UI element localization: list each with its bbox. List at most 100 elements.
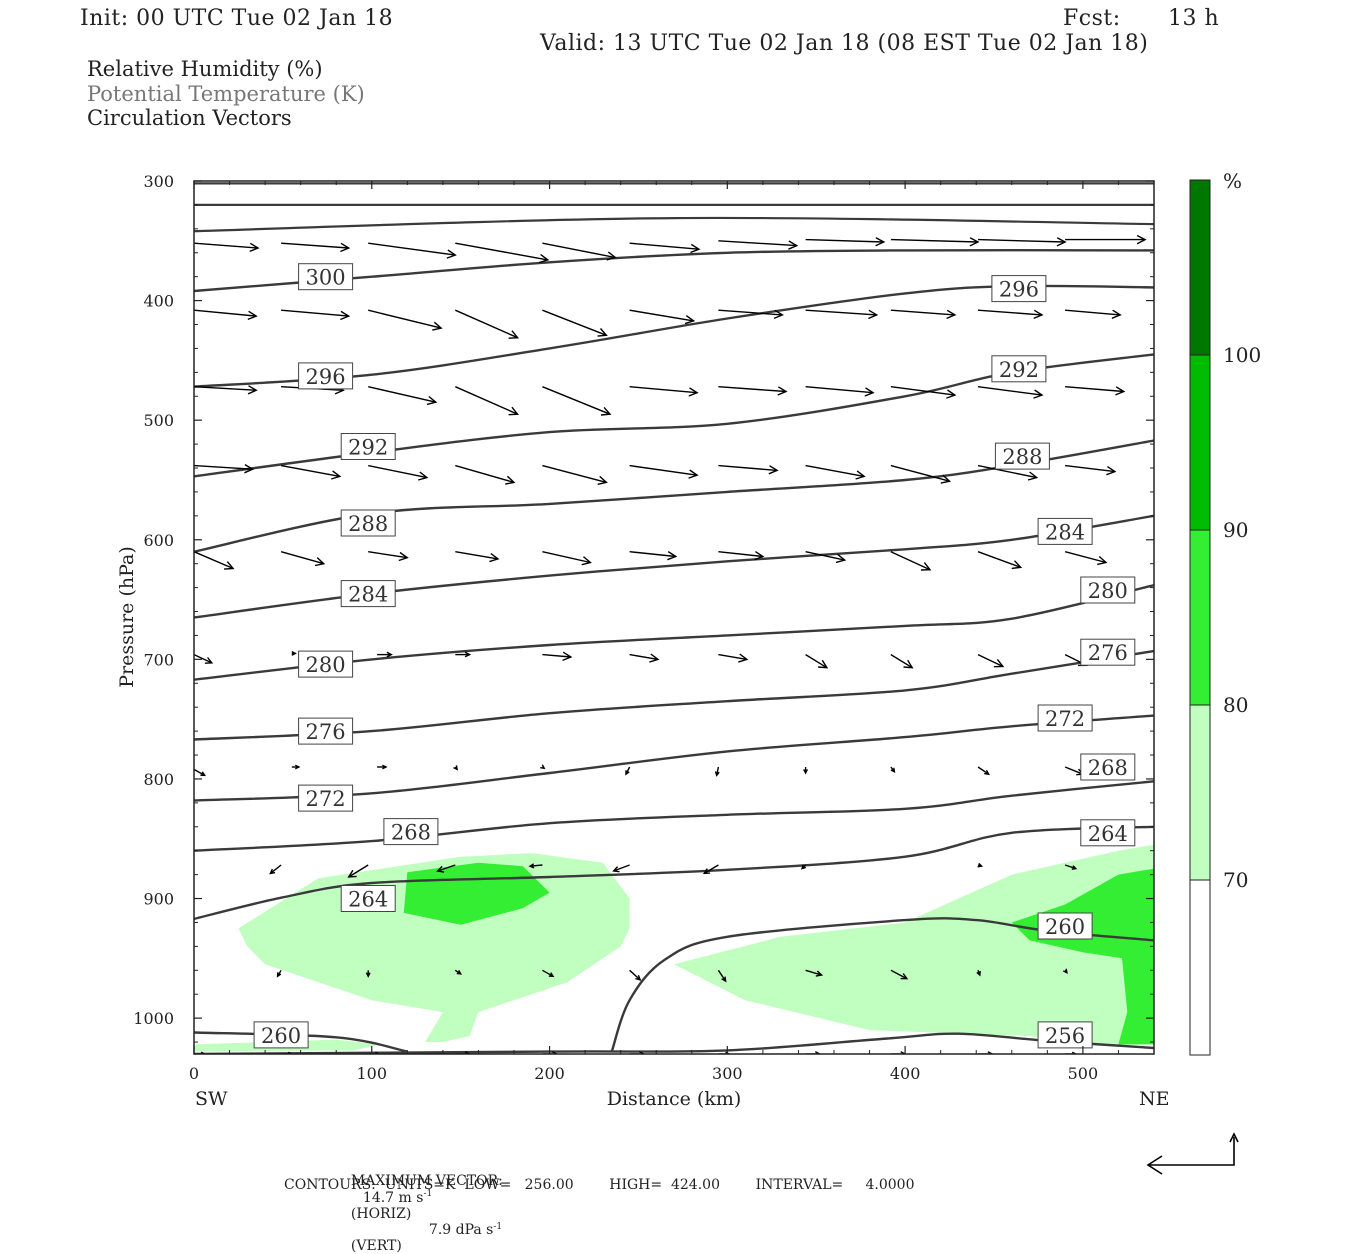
contour-label-264: 264 (340, 885, 396, 912)
colorbar-label: 90 (1223, 518, 1248, 542)
max-vector-horiz-tag: (HORIZ) (350, 1205, 412, 1222)
y-tick-label: 1000 (133, 1009, 174, 1028)
y-tick-label: 900 (143, 890, 174, 909)
contour-label-text: 296 (306, 365, 346, 389)
forecast-label: Fcst: (1063, 6, 1121, 31)
contour-label-text: 264 (1088, 822, 1128, 846)
circulation-vector (454, 969, 463, 975)
field-potential-temperature: Potential Temperature (K) (87, 82, 365, 106)
contour-label-268: 268 (383, 818, 439, 846)
contour-label-box (298, 784, 354, 812)
y-tick-label: 500 (143, 411, 174, 430)
circulation-vector (540, 764, 546, 770)
colorbar-label: 100 (1223, 343, 1261, 367)
contour-label-text: 280 (306, 653, 346, 677)
circulation-vectors (194, 234, 1147, 1054)
circulation-vector (269, 864, 282, 875)
y-tick-label: 400 (143, 292, 174, 311)
x-tick-label: 200 (534, 1064, 565, 1083)
contour-label-text: 292 (999, 358, 1039, 382)
contour-label-text: 256 (1045, 1024, 1085, 1048)
circulation-vector (1065, 464, 1117, 476)
max-vector-line: MAXIMUM VECTOR: 14.7 m s-1 (HORIZ) 7.9 d… (342, 1157, 503, 1254)
circulation-vector (977, 551, 1023, 570)
y-tick-label: 800 (143, 770, 174, 789)
circulation-vector (717, 969, 727, 983)
contour-label-box (298, 263, 354, 291)
max-vector-label: MAXIMUM VECTOR: (350, 1173, 503, 1189)
contour-label-text: 288 (1002, 445, 1042, 469)
contour-label-text: 288 (348, 512, 388, 536)
contour-label-box (1037, 517, 1093, 545)
circulation-vector (976, 970, 981, 977)
circulation-vector (890, 1051, 907, 1054)
circulation-vector (718, 240, 799, 250)
contour-label-box (340, 580, 396, 608)
x-tick-label: 0 (189, 1064, 199, 1083)
circulation-vector (718, 309, 784, 320)
contour-label-276: 276 (298, 717, 354, 745)
circulation-vector (281, 309, 351, 321)
circulation-vector (805, 237, 886, 247)
circulation-vector (542, 464, 608, 485)
theta-contour-300 (194, 249, 1154, 293)
circulation-vector (194, 463, 255, 474)
circulation-vector (528, 863, 543, 869)
field-circulation-vectors: Circulation Vectors (87, 106, 292, 130)
contour-label-276: 276 (1080, 638, 1136, 666)
contour-label-box (298, 362, 354, 390)
contour-label-256: 256 (1037, 1021, 1093, 1049)
x-axis-title: Distance (km) (607, 1088, 742, 1110)
circulation-vector (368, 386, 438, 406)
contour-label-box (1080, 819, 1136, 847)
circulation-vector (280, 464, 342, 480)
valid-time: Valid: 13 UTC Tue 02 Jan 18 (08 EST Tue … (540, 31, 1149, 56)
circulation-vector (977, 464, 1039, 481)
contour-label-text: 276 (1088, 641, 1128, 665)
circulation-vector (890, 551, 932, 571)
circulation-vector (453, 765, 459, 771)
y-tick-label: 700 (143, 650, 174, 669)
colorbar-label: 80 (1223, 693, 1248, 717)
circulation-vector (542, 651, 573, 662)
circulation-vector (455, 242, 550, 264)
contour-label-box (1080, 753, 1136, 781)
x-axis-sw-end: SW (195, 1088, 228, 1110)
circulation-vector (612, 864, 630, 873)
circulation-vector (542, 309, 608, 337)
circulation-vector (977, 386, 1044, 399)
circulation-vector (714, 766, 720, 777)
colorbar-segment-80 (1189, 529, 1211, 706)
contour-label-text: 272 (306, 787, 346, 811)
axes: 0 100 200 300 400 500 300 400 500 600 700 800 900 100… (133, 172, 1154, 1083)
plot-frame (193, 180, 1155, 1055)
contour-label-box (1037, 704, 1093, 732)
circulation-vector (194, 385, 258, 395)
theta-contour-upper-2 (194, 216, 1154, 233)
contour-label-288: 288 (340, 509, 396, 537)
init-time: Init: 00 UTC Tue 02 Jan 18 (80, 6, 394, 31)
contour-label-260: 260 (1037, 912, 1093, 940)
circulation-vector (377, 764, 388, 770)
contour-label-box (383, 818, 439, 846)
contour-labels: 300 296 296 292 292 288 288 284 284 280 280 276 276 2… (253, 263, 1136, 1049)
contour-label-text: 292 (348, 436, 388, 460)
circulation-vector (276, 969, 282, 978)
contour-label-text: 276 (306, 720, 346, 744)
colorbar-unit: % (1223, 169, 1242, 193)
x-axis-ne-end: NE (1139, 1088, 1170, 1110)
contour-label-box (340, 433, 396, 460)
max-vector-vert: 7.9 dPa s (428, 1222, 494, 1239)
circulation-vector (890, 766, 896, 774)
contour-label-box (298, 717, 354, 745)
circulation-vector (1065, 234, 1147, 245)
circulation-vector (629, 551, 678, 561)
circulation-vector (455, 309, 520, 339)
y-tick-label: 600 (143, 531, 174, 550)
contour-label-box (1037, 912, 1093, 940)
contour-label-text: 284 (348, 583, 388, 607)
contour-label-260: 260 (253, 1021, 309, 1049)
reference-vector-icon (1146, 1132, 1239, 1175)
contour-label-box (253, 1021, 309, 1049)
circulation-vector (368, 309, 443, 331)
